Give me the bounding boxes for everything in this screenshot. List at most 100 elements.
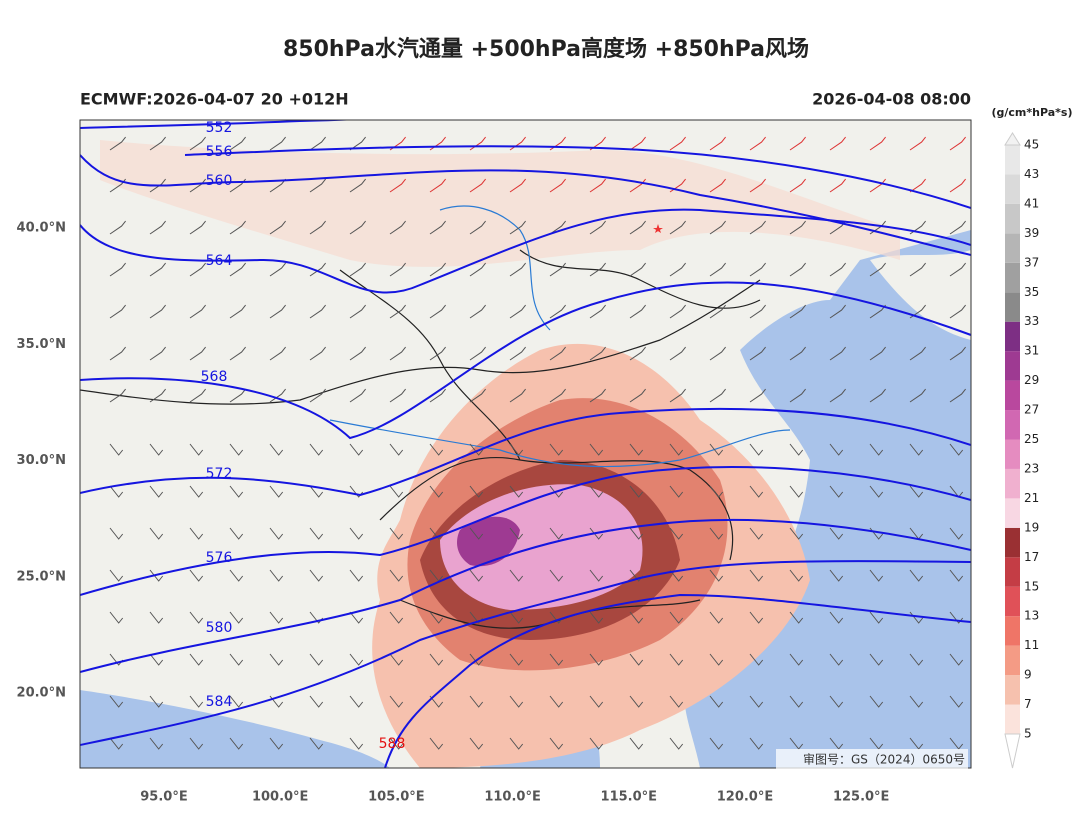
x-tick-label: 100.0°E bbox=[252, 790, 309, 805]
colorbar-label: 7 bbox=[1024, 697, 1032, 711]
wind-barb bbox=[149, 485, 164, 498]
wind-barb bbox=[229, 653, 244, 666]
wind-barb bbox=[869, 611, 884, 624]
wind-barb bbox=[109, 527, 124, 540]
wind-barb bbox=[709, 388, 726, 403]
wind-barb bbox=[669, 485, 684, 498]
contour-line bbox=[80, 120, 361, 129]
wind-barb bbox=[669, 611, 684, 624]
wind-barb bbox=[789, 262, 806, 277]
wind-barb bbox=[389, 346, 406, 361]
wind-barb bbox=[669, 304, 686, 319]
wind-barb bbox=[829, 695, 844, 708]
wind-barb bbox=[269, 653, 284, 666]
colorbar-label: 27 bbox=[1024, 403, 1039, 417]
wind-barb bbox=[229, 346, 246, 361]
wind-barb bbox=[509, 388, 526, 403]
wind-barb bbox=[789, 653, 804, 666]
wind-barb bbox=[869, 485, 884, 498]
wind-barb bbox=[749, 388, 766, 403]
unit-label: (g/cm*hPa*s) bbox=[991, 106, 1072, 119]
wind-barb bbox=[629, 262, 646, 277]
wind-barb bbox=[429, 485, 444, 498]
wind-barb bbox=[109, 178, 126, 193]
wind-barb bbox=[149, 178, 166, 193]
wind-barb bbox=[789, 695, 804, 708]
contour-line bbox=[80, 466, 971, 596]
wind-barb bbox=[309, 220, 326, 235]
wind-barb bbox=[829, 653, 844, 666]
wind-barb bbox=[349, 136, 366, 151]
wind-barb bbox=[669, 569, 684, 582]
wind-barb bbox=[869, 695, 884, 708]
wind-barb bbox=[389, 178, 406, 193]
wind-barb bbox=[229, 527, 244, 540]
wind-barb bbox=[829, 178, 846, 193]
wind-barb bbox=[309, 136, 326, 151]
wind-barb bbox=[789, 388, 806, 403]
wind-barb bbox=[669, 527, 684, 540]
wind-barb bbox=[549, 304, 566, 319]
colorbar-label: 39 bbox=[1024, 226, 1039, 240]
wind-barb bbox=[709, 653, 724, 666]
contour-label: 576 bbox=[206, 550, 233, 566]
wind-barb bbox=[149, 737, 164, 750]
wind-barb bbox=[349, 388, 366, 403]
wind-barb bbox=[829, 304, 846, 319]
colorbar-label: 29 bbox=[1024, 373, 1039, 387]
y-tick-label: 35.0°N bbox=[17, 337, 66, 352]
wind-barb bbox=[309, 653, 324, 666]
y-tick-label: 25.0°N bbox=[17, 569, 66, 584]
wind-barb bbox=[789, 178, 806, 193]
wind-barb bbox=[189, 388, 206, 403]
wind-barb bbox=[109, 695, 124, 708]
wind-barb bbox=[469, 527, 484, 540]
wind-barb bbox=[949, 527, 964, 540]
wind-barb bbox=[909, 695, 924, 708]
y-tick-label: 20.0°N bbox=[17, 686, 66, 701]
colorbar-segment bbox=[1005, 468, 1020, 499]
wind-barb bbox=[869, 653, 884, 666]
x-tick-label: 95.0°E bbox=[140, 790, 187, 805]
height-contours: 552 556 560 564 568 572 576 580 584 588 bbox=[80, 120, 971, 768]
colorbar-label: 25 bbox=[1024, 432, 1039, 446]
wind-barb bbox=[229, 136, 246, 151]
wind-barb bbox=[909, 178, 926, 193]
wind-barb bbox=[789, 346, 806, 361]
wind-barb bbox=[629, 443, 644, 456]
colorbar-segment bbox=[1005, 645, 1020, 676]
colorbar-label: 45 bbox=[1024, 138, 1039, 152]
contour-label: 572 bbox=[206, 466, 233, 482]
wind-barb bbox=[629, 304, 646, 319]
colorbar-segment bbox=[1005, 351, 1020, 381]
wind-barb bbox=[469, 443, 484, 456]
wind-barb bbox=[269, 220, 286, 235]
wind-barb bbox=[749, 527, 764, 540]
wind-barb bbox=[589, 443, 604, 456]
wind-barb bbox=[749, 304, 766, 319]
colorbar-label: 9 bbox=[1024, 668, 1032, 682]
wind-barb bbox=[669, 220, 686, 235]
wind-barb bbox=[949, 304, 966, 319]
wind-barb bbox=[789, 136, 806, 151]
wind-barb bbox=[269, 527, 284, 540]
wind-barb bbox=[109, 443, 124, 456]
wind-barb bbox=[269, 737, 284, 750]
run-info: ECMWF:2026-04-07 20 +012H bbox=[80, 90, 349, 109]
wind-barb bbox=[629, 136, 646, 151]
wind-barb bbox=[349, 737, 364, 750]
watermark-bg bbox=[776, 749, 968, 769]
wind-barb bbox=[189, 569, 204, 582]
wind-barb bbox=[589, 527, 604, 540]
title: 850hPa水汽通量 +500hPa高度场 +850hPa风场 bbox=[283, 36, 809, 62]
wind-barb bbox=[149, 220, 166, 235]
wind-barb bbox=[629, 737, 644, 750]
y-tick-label: 30.0°N bbox=[17, 453, 66, 468]
wind-barb bbox=[189, 611, 204, 624]
wind-barb bbox=[109, 262, 126, 277]
wind-barb bbox=[269, 346, 286, 361]
colorbar-segment bbox=[1005, 616, 1020, 646]
wind-barb bbox=[549, 388, 566, 403]
wind-barb bbox=[189, 527, 204, 540]
wind-barb bbox=[829, 569, 844, 582]
